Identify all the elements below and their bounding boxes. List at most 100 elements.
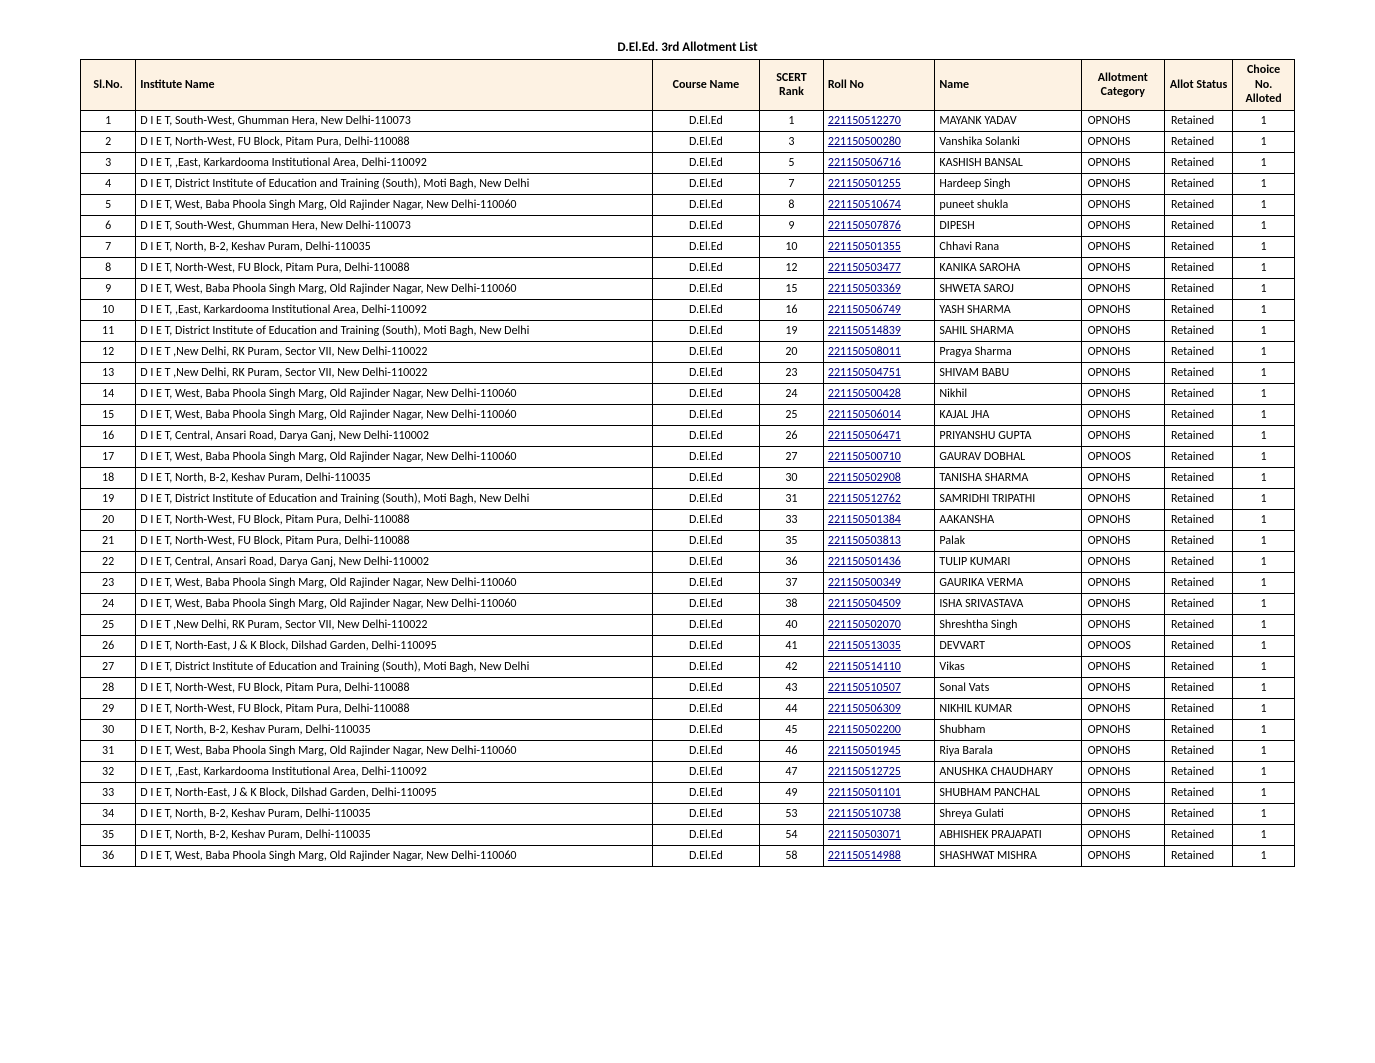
table-cell: 1	[1233, 510, 1295, 531]
table-cell: D I E T, ,East, Karkardooma Institutiona…	[136, 153, 653, 174]
table-cell: 1	[1233, 699, 1295, 720]
table-cell[interactable]: 221150502200	[823, 720, 935, 741]
table-cell[interactable]: 221150506471	[823, 426, 935, 447]
table-cell[interactable]: 221150501101	[823, 783, 935, 804]
table-cell: Vikas	[935, 657, 1081, 678]
table-cell: 14	[81, 384, 136, 405]
table-cell[interactable]: 221150504509	[823, 594, 935, 615]
table-cell: 23	[759, 363, 823, 384]
table-cell: 18	[81, 468, 136, 489]
table-cell[interactable]: 221150500349	[823, 573, 935, 594]
table-row: 7D I E T, North, B-2, Keshav Puram, Delh…	[81, 237, 1295, 258]
table-cell[interactable]: 221150506749	[823, 300, 935, 321]
table-cell: Retained	[1164, 678, 1232, 699]
table-cell[interactable]: 221150503369	[823, 279, 935, 300]
table-row: 14D I E T, West, Baba Phoola Singh Marg,…	[81, 384, 1295, 405]
table-cell: OPNOHS	[1081, 510, 1164, 531]
table-cell: D I E T, West, Baba Phoola Singh Marg, O…	[136, 384, 653, 405]
table-cell: D.El.Ed	[652, 174, 759, 195]
table-cell: D I E T, District Institute of Education…	[136, 174, 653, 195]
table-cell: 1	[1233, 363, 1295, 384]
table-cell: 47	[759, 762, 823, 783]
table-row: 33D I E T, North-East, J & K Block, Dils…	[81, 783, 1295, 804]
table-cell[interactable]: 221150510507	[823, 678, 935, 699]
table-cell: D.El.Ed	[652, 636, 759, 657]
table-cell[interactable]: 221150500428	[823, 384, 935, 405]
table-cell[interactable]: 221150502070	[823, 615, 935, 636]
table-cell: 1	[1233, 384, 1295, 405]
table-cell[interactable]: 221150500710	[823, 447, 935, 468]
table-cell: OPNOHS	[1081, 552, 1164, 573]
table-cell: 9	[81, 279, 136, 300]
table-cell[interactable]: 221150501255	[823, 174, 935, 195]
table-cell: D.El.Ed	[652, 258, 759, 279]
table-cell[interactable]: 221150508011	[823, 342, 935, 363]
page-title: D.El.Ed. 3rd Allotment List	[80, 40, 1295, 55]
table-cell[interactable]: 221150510674	[823, 195, 935, 216]
table-row: 12D I E T ,New Delhi, RK Puram, Sector V…	[81, 342, 1295, 363]
table-cell: Retained	[1164, 741, 1232, 762]
table-cell: OPNOHS	[1081, 342, 1164, 363]
table-cell: Retained	[1164, 195, 1232, 216]
table-cell[interactable]: 221150512762	[823, 489, 935, 510]
table-cell: Chhavi Rana	[935, 237, 1081, 258]
table-cell: D I E T, West, Baba Phoola Singh Marg, O…	[136, 405, 653, 426]
table-cell[interactable]: 221150501384	[823, 510, 935, 531]
table-cell[interactable]: 221150503477	[823, 258, 935, 279]
table-cell: 23	[81, 573, 136, 594]
table-cell: D.El.Ed	[652, 342, 759, 363]
table-cell: OPNOOS	[1081, 447, 1164, 468]
table-cell[interactable]: 221150504751	[823, 363, 935, 384]
table-cell[interactable]: 221150501355	[823, 237, 935, 258]
table-cell[interactable]: 221150506716	[823, 153, 935, 174]
table-cell: 1	[1233, 468, 1295, 489]
table-cell[interactable]: 221150507876	[823, 216, 935, 237]
table-cell: D I E T, West, Baba Phoola Singh Marg, O…	[136, 594, 653, 615]
table-cell[interactable]: 221150512270	[823, 111, 935, 132]
table-cell[interactable]: 221150500280	[823, 132, 935, 153]
table-cell: 4	[81, 174, 136, 195]
table-cell: 1	[1233, 447, 1295, 468]
table-cell: Retained	[1164, 846, 1232, 867]
table-cell: TULIP KUMARI	[935, 552, 1081, 573]
table-cell: D.El.Ed	[652, 846, 759, 867]
table-cell[interactable]: 221150514988	[823, 846, 935, 867]
table-cell: OPNOHS	[1081, 825, 1164, 846]
table-cell[interactable]: 221150510738	[823, 804, 935, 825]
table-cell: D I E T, West, Baba Phoola Singh Marg, O…	[136, 279, 653, 300]
table-cell: 46	[759, 741, 823, 762]
table-cell: D I E T, North-East, J & K Block, Dilsha…	[136, 636, 653, 657]
table-cell: 21	[81, 531, 136, 552]
table-cell[interactable]: 221150506014	[823, 405, 935, 426]
table-cell[interactable]: 221150503071	[823, 825, 935, 846]
table-cell: 29	[81, 699, 136, 720]
table-cell: D.El.Ed	[652, 132, 759, 153]
table-cell: Retained	[1164, 216, 1232, 237]
table-cell: D I E T, Central, Ansari Road, Darya Gan…	[136, 426, 653, 447]
table-cell: Retained	[1164, 573, 1232, 594]
table-cell[interactable]: 221150502908	[823, 468, 935, 489]
table-cell: D I E T, North-West, FU Block, Pitam Pur…	[136, 258, 653, 279]
table-row: 34D I E T, North, B-2, Keshav Puram, Del…	[81, 804, 1295, 825]
table-cell[interactable]: 221150506309	[823, 699, 935, 720]
table-cell: D I E T ,New Delhi, RK Puram, Sector VII…	[136, 615, 653, 636]
table-cell[interactable]: 221150514110	[823, 657, 935, 678]
table-cell[interactable]: 221150512725	[823, 762, 935, 783]
table-cell: 31	[759, 489, 823, 510]
table-cell[interactable]: 221150501945	[823, 741, 935, 762]
table-cell: D I E T, North, B-2, Keshav Puram, Delhi…	[136, 804, 653, 825]
table-cell: SHUBHAM PANCHAL	[935, 783, 1081, 804]
table-cell: D.El.Ed	[652, 657, 759, 678]
table-cell: SHASHWAT MISHRA	[935, 846, 1081, 867]
table-cell: 36	[759, 552, 823, 573]
table-cell: 1	[1233, 426, 1295, 447]
table-row: 3D I E T, ,East, Karkardooma Institution…	[81, 153, 1295, 174]
table-cell[interactable]: 221150503813	[823, 531, 935, 552]
table-cell[interactable]: 221150501436	[823, 552, 935, 573]
table-cell: 7	[759, 174, 823, 195]
column-header: Allotment Category	[1081, 60, 1164, 111]
table-cell[interactable]: 221150513035	[823, 636, 935, 657]
table-cell[interactable]: 221150514839	[823, 321, 935, 342]
table-cell: D.El.Ed	[652, 363, 759, 384]
table-cell: OPNOHS	[1081, 720, 1164, 741]
